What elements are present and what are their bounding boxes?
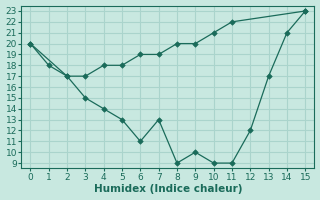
X-axis label: Humidex (Indice chaleur): Humidex (Indice chaleur) [93,184,242,194]
